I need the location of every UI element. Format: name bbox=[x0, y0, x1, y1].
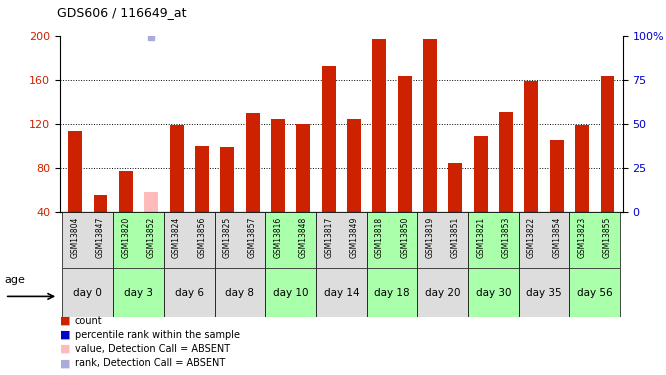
Text: day 3: day 3 bbox=[124, 288, 153, 297]
Bar bbox=[119, 171, 133, 212]
Text: rank, Detection Call = ABSENT: rank, Detection Call = ABSENT bbox=[75, 358, 225, 368]
Bar bbox=[519, 268, 569, 317]
Bar bbox=[316, 212, 367, 268]
Text: ■: ■ bbox=[60, 358, 71, 368]
Bar bbox=[569, 212, 620, 268]
Text: GSM13847: GSM13847 bbox=[96, 216, 105, 258]
Text: ■: ■ bbox=[60, 316, 71, 326]
Text: day 0: day 0 bbox=[73, 288, 103, 297]
Text: GSM13856: GSM13856 bbox=[197, 216, 206, 258]
Bar bbox=[296, 124, 310, 212]
Text: day 35: day 35 bbox=[526, 288, 562, 297]
Bar bbox=[468, 268, 519, 317]
Text: GSM13855: GSM13855 bbox=[603, 216, 612, 258]
Bar bbox=[418, 268, 468, 317]
Text: GSM13848: GSM13848 bbox=[299, 216, 308, 258]
Text: GSM13850: GSM13850 bbox=[400, 216, 409, 258]
Bar bbox=[271, 119, 285, 212]
Text: value, Detection Call = ABSENT: value, Detection Call = ABSENT bbox=[75, 344, 230, 354]
Text: day 14: day 14 bbox=[324, 288, 359, 297]
Bar bbox=[468, 212, 519, 268]
Text: ■: ■ bbox=[60, 344, 71, 354]
Bar bbox=[93, 195, 107, 212]
Bar bbox=[214, 268, 265, 317]
Text: GSM13824: GSM13824 bbox=[172, 216, 181, 258]
Bar bbox=[145, 192, 158, 212]
Bar bbox=[316, 268, 367, 317]
Bar bbox=[220, 147, 234, 212]
Bar bbox=[113, 212, 164, 268]
Bar bbox=[474, 136, 488, 212]
Bar bbox=[246, 113, 260, 212]
Bar bbox=[322, 66, 336, 212]
Bar bbox=[575, 125, 589, 212]
Text: day 30: day 30 bbox=[476, 288, 511, 297]
Bar bbox=[63, 212, 113, 268]
Text: day 56: day 56 bbox=[577, 288, 613, 297]
Text: GSM13849: GSM13849 bbox=[350, 216, 358, 258]
Bar bbox=[164, 268, 214, 317]
Text: percentile rank within the sample: percentile rank within the sample bbox=[75, 330, 240, 340]
Text: GSM13818: GSM13818 bbox=[375, 216, 384, 258]
Text: GSM13851: GSM13851 bbox=[451, 216, 460, 258]
Bar bbox=[448, 164, 462, 212]
Bar bbox=[418, 212, 468, 268]
Text: GSM13804: GSM13804 bbox=[71, 216, 80, 258]
Bar bbox=[519, 212, 569, 268]
Bar bbox=[372, 39, 386, 212]
Text: GDS606 / 116649_at: GDS606 / 116649_at bbox=[57, 6, 186, 19]
Bar bbox=[601, 76, 615, 212]
Bar bbox=[398, 76, 412, 212]
Text: GSM13817: GSM13817 bbox=[324, 216, 333, 258]
Bar bbox=[170, 125, 184, 212]
Bar bbox=[195, 146, 209, 212]
Text: day 20: day 20 bbox=[425, 288, 460, 297]
Text: GSM13820: GSM13820 bbox=[121, 216, 131, 258]
Text: GSM13854: GSM13854 bbox=[552, 216, 561, 258]
Bar bbox=[265, 268, 316, 317]
Bar bbox=[367, 212, 418, 268]
Text: day 6: day 6 bbox=[174, 288, 204, 297]
Bar bbox=[499, 112, 513, 212]
Text: GSM13825: GSM13825 bbox=[222, 216, 232, 258]
Text: day 10: day 10 bbox=[273, 288, 308, 297]
Bar bbox=[68, 132, 82, 212]
Text: age: age bbox=[5, 275, 26, 285]
Text: GSM13852: GSM13852 bbox=[147, 216, 156, 258]
Bar bbox=[423, 39, 437, 212]
Text: day 18: day 18 bbox=[374, 288, 410, 297]
Text: day 8: day 8 bbox=[225, 288, 254, 297]
Text: count: count bbox=[75, 316, 102, 326]
Text: GSM13822: GSM13822 bbox=[527, 216, 536, 258]
Bar bbox=[525, 81, 538, 212]
Text: GSM13816: GSM13816 bbox=[274, 216, 282, 258]
Bar bbox=[63, 268, 113, 317]
Bar bbox=[265, 212, 316, 268]
Bar bbox=[347, 119, 361, 212]
Bar bbox=[550, 140, 564, 212]
Text: GSM13857: GSM13857 bbox=[248, 216, 257, 258]
Bar bbox=[214, 212, 265, 268]
Text: ■: ■ bbox=[60, 330, 71, 340]
Bar bbox=[164, 212, 214, 268]
Text: GSM13823: GSM13823 bbox=[577, 216, 587, 258]
Bar bbox=[367, 268, 418, 317]
Bar bbox=[113, 268, 164, 317]
Text: GSM13821: GSM13821 bbox=[476, 216, 486, 258]
Text: GSM13819: GSM13819 bbox=[426, 216, 434, 258]
Text: GSM13853: GSM13853 bbox=[501, 216, 511, 258]
Bar bbox=[569, 268, 620, 317]
